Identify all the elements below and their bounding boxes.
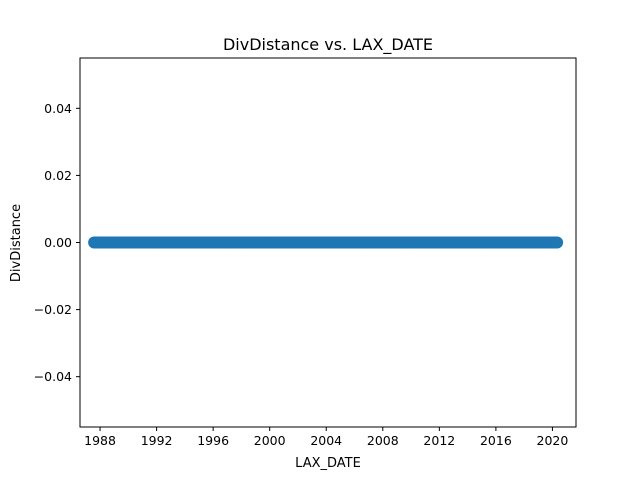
x-tick-label: 2000 bbox=[254, 433, 286, 448]
x-axis-label: LAX_DATE bbox=[295, 456, 361, 471]
y-tick-label: 0.02 bbox=[44, 168, 72, 183]
y-axis-label: DivDistance bbox=[9, 204, 24, 282]
x-tick-label: 2004 bbox=[310, 433, 342, 448]
y-tick-label: −0.04 bbox=[34, 369, 72, 384]
x-axis: 1988 1992 1996 2000 2004 2008 2012 2016 2020 bbox=[84, 427, 568, 448]
data-point bbox=[551, 236, 564, 249]
x-tick-label: 2012 bbox=[423, 433, 455, 448]
x-tick-label: 2020 bbox=[537, 433, 569, 448]
chart-title: DivDistance vs. LAX_DATE bbox=[223, 35, 433, 55]
x-tick-label: 2008 bbox=[367, 433, 399, 448]
x-tick-label: 1992 bbox=[141, 433, 173, 448]
x-tick-label: 2016 bbox=[480, 433, 512, 448]
y-tick-label: −0.02 bbox=[34, 302, 72, 317]
y-tick-label: 0.04 bbox=[44, 101, 72, 116]
y-axis: 0.04 0.02 0.00 −0.02 −0.04 bbox=[34, 101, 80, 384]
y-tick-label: 0.00 bbox=[44, 235, 72, 250]
plot-data bbox=[88, 236, 564, 249]
x-tick-label: 1988 bbox=[84, 433, 116, 448]
x-tick-label: 1996 bbox=[197, 433, 229, 448]
